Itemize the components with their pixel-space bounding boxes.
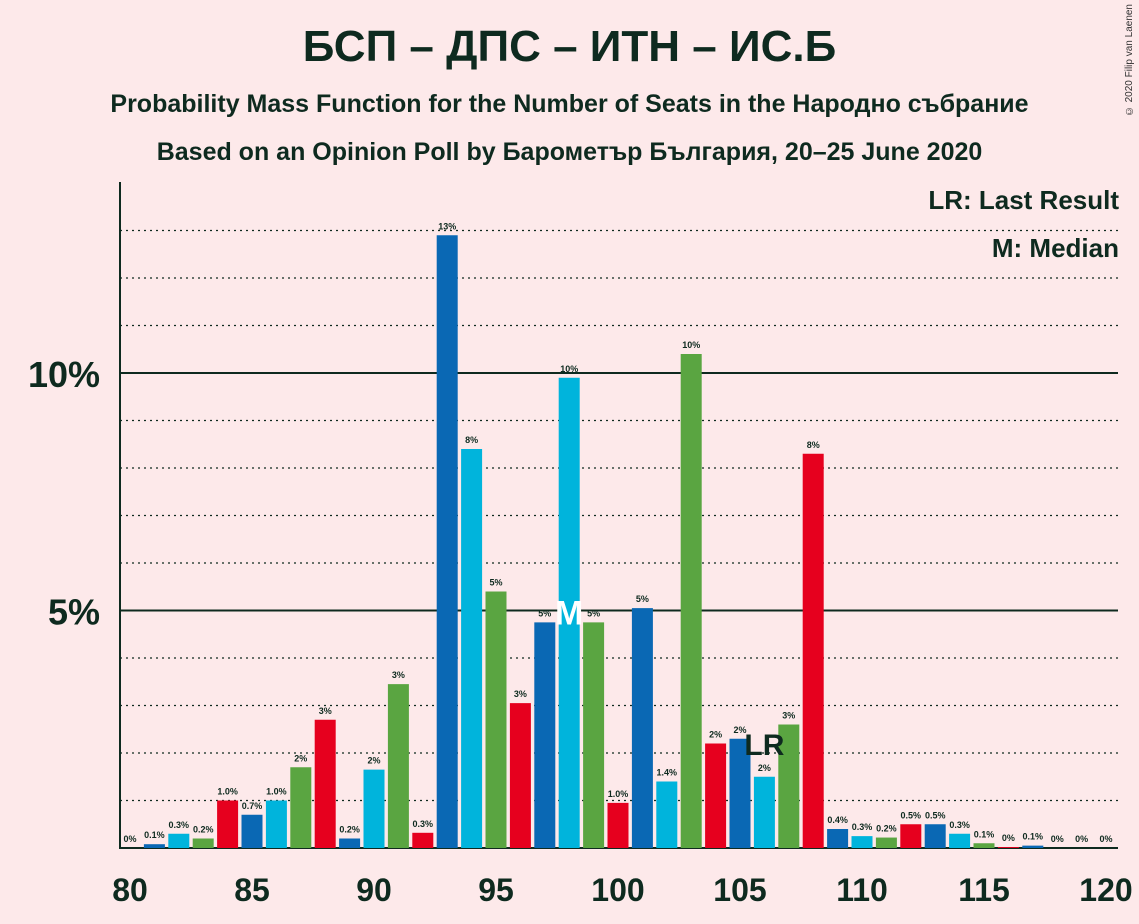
bar-value-label: 0%: [123, 834, 136, 844]
bar-value-label: 0.2%: [193, 825, 214, 835]
bar-seat-117: [1022, 845, 1044, 848]
bar-seat-113: [924, 824, 946, 848]
bar-value-label: 5%: [587, 608, 600, 618]
bar-value-label: 5%: [636, 594, 649, 604]
x-tick-label: 95: [478, 872, 514, 908]
bar-value-label: 10%: [682, 340, 700, 350]
bar-value-label: 0.3%: [949, 820, 970, 830]
bar-seat-84: [217, 800, 239, 848]
bar-value-label: 0.3%: [413, 819, 434, 829]
bar-value-label: 3%: [319, 706, 332, 716]
bar-value-label: 0%: [1002, 833, 1015, 843]
bar-seat-104: [705, 743, 727, 848]
bar-seat-100: [607, 802, 629, 848]
bar-value-label: 0.4%: [827, 815, 848, 825]
bar-value-label: 13%: [438, 221, 456, 231]
bar-seat-97: [534, 622, 556, 848]
x-tick-label: 115: [958, 872, 1010, 908]
x-tick-label: 90: [356, 872, 392, 908]
bar-value-label: 1.0%: [608, 789, 629, 799]
bar-seat-85: [241, 814, 263, 848]
bar-seat-94: [461, 449, 483, 848]
bar-value-label: 2%: [294, 753, 307, 763]
bar-value-label: 2%: [367, 756, 380, 766]
bar-seat-95: [485, 591, 507, 848]
bar-seat-93: [436, 235, 458, 848]
bar-seat-82: [168, 833, 190, 848]
bar-seat-101: [631, 608, 653, 848]
bar-seat-116: [997, 847, 1019, 848]
bar-value-label: 8%: [465, 435, 478, 445]
bar-value-label: 1.0%: [217, 787, 238, 797]
bar-value-label: 1.4%: [657, 768, 678, 778]
bar-seat-106: [753, 776, 775, 848]
bar-seat-87: [290, 767, 312, 848]
chart-subtitle: Probability Mass Function for the Number…: [110, 90, 1029, 118]
bar-value-label: 0.1%: [1023, 832, 1044, 842]
bar-value-label: 2%: [733, 725, 746, 735]
bar-seat-108: [802, 453, 824, 848]
bar-seat-89: [339, 838, 361, 848]
bar-seat-105: [729, 738, 751, 848]
y-tick-label: 5%: [48, 592, 100, 633]
bar-value-label: 0%: [1075, 834, 1088, 844]
bar-seat-110: [851, 836, 873, 848]
bar-value-label: 3%: [782, 711, 795, 721]
bar-value-label: 2%: [758, 763, 771, 773]
chart-title: БСП – ДПС – ИТН – ИС.Б: [302, 22, 837, 71]
bar-seat-88: [314, 719, 336, 848]
x-tick-label: 100: [591, 872, 644, 908]
bar-seat-91: [387, 684, 409, 848]
bar-seat-98: [558, 377, 580, 848]
bar-seat-107: [778, 724, 800, 848]
bar-seat-102: [656, 781, 678, 848]
bar-value-label: 10%: [560, 364, 578, 374]
bar-value-label: 2%: [709, 730, 722, 740]
bar-value-label: 0.2%: [339, 825, 360, 835]
bar-seat-92: [412, 832, 434, 848]
bar-seat-115: [973, 843, 995, 848]
bar-value-label: 0.2%: [876, 824, 897, 834]
bar-value-label: 0%: [1099, 834, 1112, 844]
bar-value-label: 0.3%: [852, 822, 873, 832]
bar-value-label: 5%: [489, 578, 502, 588]
bar-value-label: 0.3%: [169, 820, 190, 830]
x-tick-label: 120: [1079, 872, 1132, 908]
bar-seat-81: [143, 844, 165, 848]
bar-seat-111: [875, 837, 897, 848]
bar-value-label: 0%: [1051, 834, 1064, 844]
bar-seat-103: [680, 354, 702, 848]
bar-seat-114: [949, 833, 971, 848]
bar-value-label: 8%: [807, 440, 820, 450]
bar-value-label: 0.7%: [242, 801, 263, 811]
bar-value-label: 0.5%: [901, 810, 922, 820]
bar-seat-86: [265, 800, 287, 848]
bar-value-label: 0.1%: [144, 830, 165, 840]
x-tick-label: 110: [836, 872, 888, 908]
bar-seat-96: [509, 703, 531, 848]
bar-value-label: 1.0%: [266, 787, 287, 797]
bar-value-label: 3%: [392, 670, 405, 680]
bar-seat-99: [583, 622, 605, 848]
bar-value-label: 0.5%: [925, 810, 946, 820]
x-tick-label: 85: [234, 872, 270, 908]
x-tick-label: 105: [713, 872, 766, 908]
y-tick-label: 10%: [28, 354, 100, 395]
legend-last-result: LR: Last Result: [928, 185, 1119, 215]
bar-value-label: 3%: [514, 689, 527, 699]
x-tick-label: 80: [112, 872, 148, 908]
last-result-marker: LR: [744, 729, 784, 762]
bar-seat-109: [827, 829, 849, 848]
median-marker: M: [555, 595, 583, 633]
bar-value-label: 5%: [538, 608, 551, 618]
bar-seat-112: [900, 824, 922, 848]
bar-seat-83: [192, 838, 214, 848]
bar-value-label: 0.1%: [974, 829, 995, 839]
legend-median: M: Median: [991, 233, 1119, 263]
bar-seat-90: [363, 769, 385, 848]
chart-source: Based on an Opinion Poll by Барометър Бъ…: [156, 138, 983, 166]
